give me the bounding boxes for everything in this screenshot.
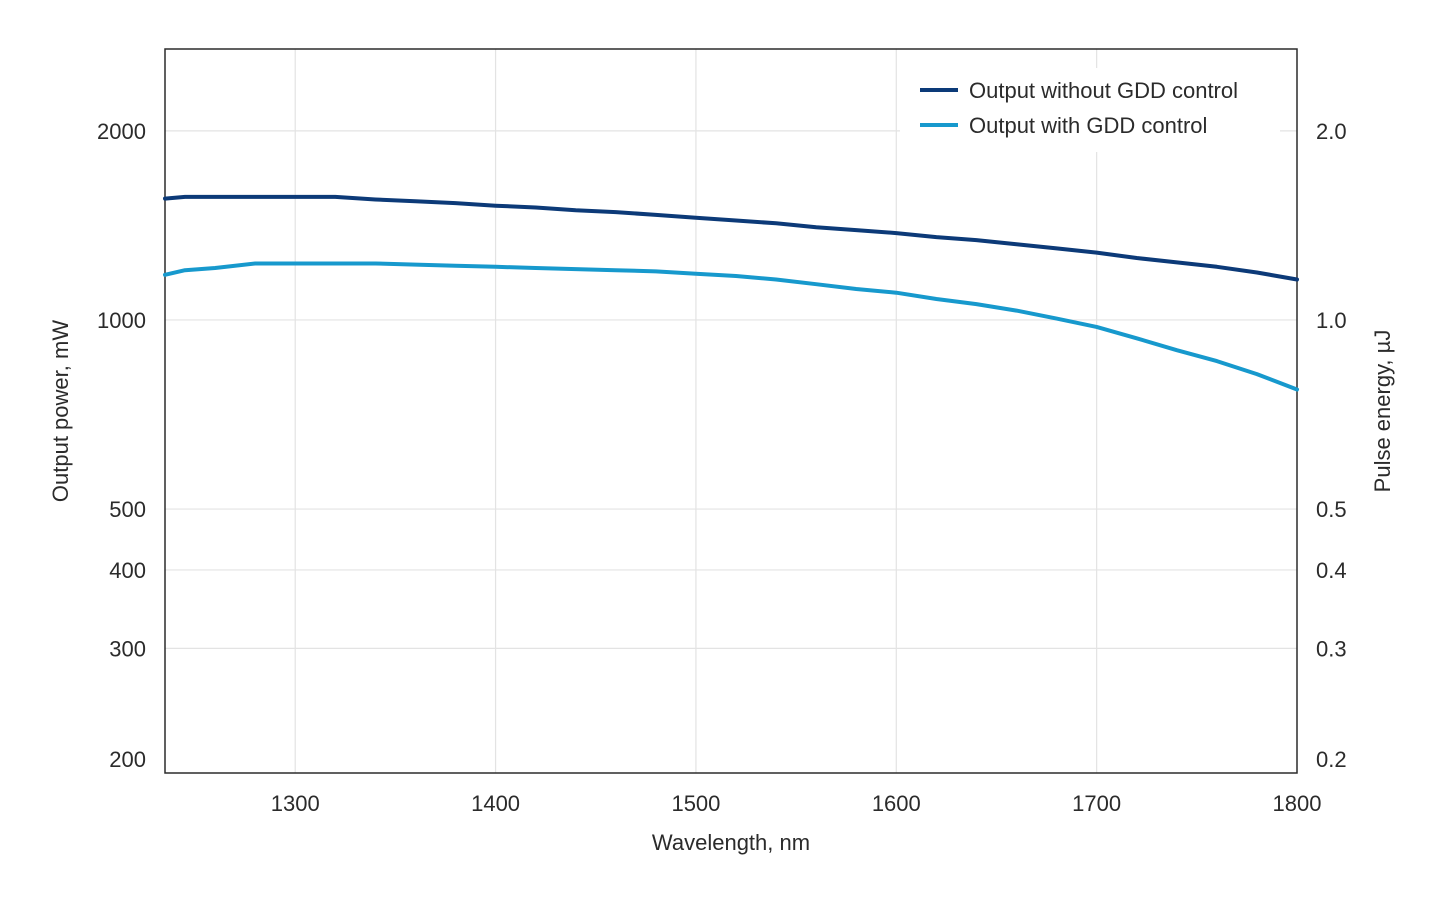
x-axis-ticks: 1300 1400 1500 1600 1700 1800 — [271, 791, 1322, 816]
y2-tick-label: 0.2 — [1316, 747, 1347, 772]
y-tick-label: 2000 — [97, 119, 146, 144]
series-line-without-gdd — [163, 194, 1299, 282]
y2-tick-label: 0.3 — [1316, 636, 1347, 661]
x-tick-label: 1500 — [671, 791, 720, 816]
series-lines — [163, 194, 1299, 392]
legend: Output without GDD control Output with G… — [900, 68, 1280, 152]
y-axis-ticks: 2000 1000 500 400 300 200 — [97, 119, 146, 772]
x-axis-title: Wavelength, nm — [652, 830, 810, 855]
y2-tick-label: 2.0 — [1316, 119, 1347, 144]
legend-label-with-gdd: Output with GDD control — [969, 113, 1207, 138]
legend-background — [900, 68, 1280, 152]
x-tick-label: 1800 — [1273, 791, 1322, 816]
y-tick-label: 1000 — [97, 308, 146, 333]
y-tick-label: 200 — [109, 747, 146, 772]
plot-area-frame — [164, 48, 1298, 774]
y2-tick-label: 1.0 — [1316, 308, 1347, 333]
series-line-with-gdd — [163, 261, 1299, 392]
x-tick-label: 1300 — [271, 791, 320, 816]
y2-tick-label: 0.5 — [1316, 497, 1347, 522]
y2-axis-title: Pulse energy, µJ — [1370, 330, 1395, 493]
grid-lines — [165, 49, 1297, 773]
y-tick-label: 300 — [109, 636, 146, 661]
legend-label-without-gdd: Output without GDD control — [969, 78, 1238, 103]
y-axis-title: Output power, mW — [48, 320, 73, 502]
y2-axis-ticks: 2.0 1.0 0.5 0.4 0.3 0.2 — [1316, 119, 1347, 772]
x-tick-label: 1400 — [471, 791, 520, 816]
y-tick-label: 400 — [109, 558, 146, 583]
y-tick-label: 500 — [109, 497, 146, 522]
x-tick-label: 1600 — [872, 791, 921, 816]
y2-tick-label: 0.4 — [1316, 558, 1347, 583]
x-tick-label: 1700 — [1072, 791, 1121, 816]
